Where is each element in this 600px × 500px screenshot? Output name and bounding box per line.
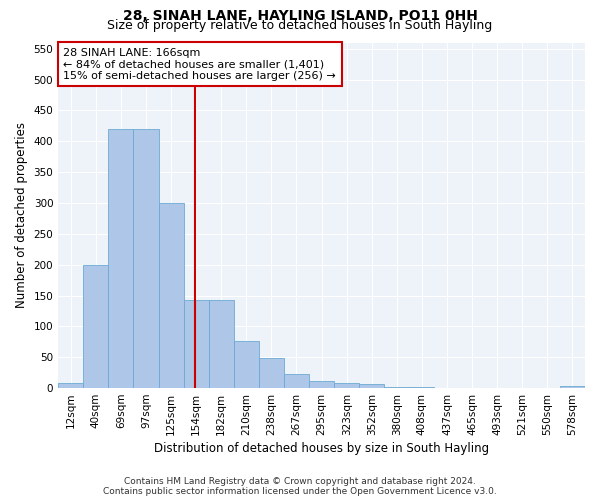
Text: 28, SINAH LANE, HAYLING ISLAND, PO11 0HH: 28, SINAH LANE, HAYLING ISLAND, PO11 0HH [122, 9, 478, 23]
Bar [58, 383, 83, 388]
Bar [334, 383, 359, 388]
Text: Contains HM Land Registry data © Crown copyright and database right 2024.
Contai: Contains HM Land Registry data © Crown c… [103, 476, 497, 496]
X-axis label: Distribution of detached houses by size in South Hayling: Distribution of detached houses by size … [154, 442, 489, 455]
Bar [560, 386, 585, 388]
Y-axis label: Number of detached properties: Number of detached properties [15, 122, 28, 308]
Text: 28 SINAH LANE: 166sqm
← 84% of detached houses are smaller (1,401)
15% of semi-d: 28 SINAH LANE: 166sqm ← 84% of detached … [64, 48, 336, 81]
Bar [158, 203, 184, 388]
Bar [385, 387, 409, 388]
Bar [184, 300, 209, 388]
Bar [209, 300, 234, 388]
Bar [259, 358, 284, 388]
Bar [359, 384, 385, 388]
Text: Size of property relative to detached houses in South Hayling: Size of property relative to detached ho… [107, 19, 493, 32]
Bar [83, 264, 109, 388]
Bar [234, 340, 259, 388]
Bar [284, 374, 309, 388]
Bar [133, 129, 158, 388]
Bar [109, 129, 133, 388]
Bar [309, 380, 334, 388]
